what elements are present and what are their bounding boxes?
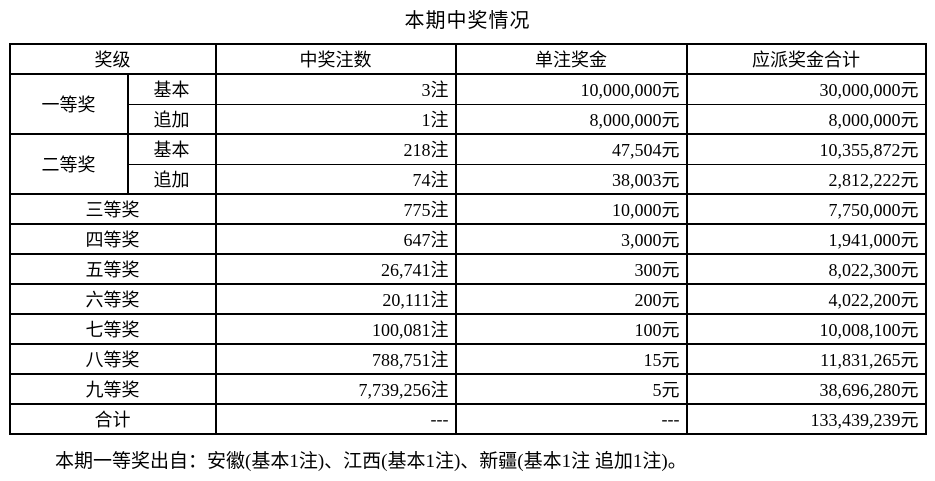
table-header-row: 奖级 中奖注数 单注奖金 应派奖金合计 — [8, 43, 927, 75]
cell-prize-level: 四等奖 — [8, 223, 217, 255]
cell-winning-bets: 218注 — [214, 133, 457, 165]
cell-single-prize: 47,504元 — [454, 133, 688, 165]
table-row-total: 合计 --- --- 133,439,239元 — [8, 403, 927, 435]
table-row: 七等奖 100,081注 100元 10,008,100元 — [8, 313, 927, 345]
table-row: 九等奖 7,739,256注 5元 38,696,280元 — [8, 373, 927, 405]
cell-total-label: 合计 — [8, 403, 217, 435]
cell-total-prize: 4,022,200元 — [685, 283, 927, 315]
cell-prize-level: 五等奖 — [8, 253, 217, 285]
cell-single-prize: 300元 — [454, 253, 688, 285]
table-row: 六等奖 20,111注 200元 4,022,200元 — [8, 283, 927, 315]
cell-total-prize: 11,831,265元 — [685, 343, 927, 375]
cell-prize-level: 七等奖 — [8, 313, 217, 345]
cell-total-prize: 10,008,100元 — [685, 313, 927, 345]
cell-winning-bets: 788,751注 — [214, 343, 457, 375]
cell-single-prize: 10,000,000元 — [454, 73, 688, 105]
cell-total-prize: 30,000,000元 — [685, 73, 927, 105]
cell-total-prize: 2,812,222元 — [685, 163, 927, 195]
cell-prize-level: 二等奖 — [8, 133, 129, 195]
cell-prize-level: 一等奖 — [8, 73, 129, 135]
cell-single-prize: 38,003元 — [454, 163, 688, 195]
cell-winning-bets: 647注 — [214, 223, 457, 255]
cell-single-prize: --- — [454, 403, 688, 435]
table-row: 五等奖 26,741注 300元 8,022,300元 — [8, 253, 927, 285]
cell-single-prize: 10,000元 — [454, 193, 688, 225]
cell-single-prize: 8,000,000元 — [454, 103, 688, 135]
table-row: 四等奖 647注 3,000元 1,941,000元 — [8, 223, 927, 255]
cell-prize-level: 六等奖 — [8, 283, 217, 315]
header-total-prize: 应派奖金合计 — [685, 43, 927, 75]
cell-prize-level: 三等奖 — [8, 193, 217, 225]
first-prize-origin-note: 本期一等奖出自：安徽(基本1注)、江西(基本1注)、新疆(基本1注 追加1注)。 — [55, 451, 687, 472]
cell-sub-type: 追加 — [126, 103, 217, 135]
table-row: 三等奖 775注 10,000元 7,750,000元 — [8, 193, 927, 225]
table-row: 一等奖 基本 3注 10,000,000元 30,000,000元 — [8, 73, 927, 135]
cell-winning-bets: 1注 — [214, 103, 457, 135]
header-winning-bets: 中奖注数 — [214, 43, 457, 75]
header-prize-level: 奖级 — [8, 43, 217, 75]
table-row: 追加 1注 8,000,000元 8,000,000元 — [10, 103, 927, 135]
table-row: 追加 74注 38,003元 2,812,222元 — [10, 163, 927, 195]
cell-total-prize: 10,355,872元 — [685, 133, 927, 165]
cell-winning-bets: 26,741注 — [214, 253, 457, 285]
cell-winning-bets: 74注 — [214, 163, 457, 195]
cell-total-prize: 133,439,239元 — [685, 403, 927, 435]
cell-total-prize: 1,941,000元 — [685, 223, 927, 255]
header-single-prize: 单注奖金 — [454, 43, 688, 75]
cell-prize-level: 八等奖 — [8, 343, 217, 375]
cell-prize-level: 九等奖 — [8, 373, 217, 405]
cell-winning-bets: --- — [214, 403, 457, 435]
cell-winning-bets: 775注 — [214, 193, 457, 225]
cell-sub-type: 追加 — [126, 163, 217, 195]
table-row: 二等奖 基本 218注 47,504元 10,355,872元 — [8, 133, 927, 195]
cell-single-prize: 15元 — [454, 343, 688, 375]
cell-sub-type: 基本 — [126, 73, 217, 105]
cell-total-prize: 8,000,000元 — [685, 103, 927, 135]
cell-total-prize: 7,750,000元 — [685, 193, 927, 225]
cell-sub-type: 基本 — [126, 133, 217, 165]
cell-winning-bets: 100,081注 — [214, 313, 457, 345]
cell-single-prize: 5元 — [454, 373, 688, 405]
cell-winning-bets: 20,111注 — [214, 283, 457, 315]
cell-winning-bets: 3注 — [214, 73, 457, 105]
cell-single-prize: 100元 — [454, 313, 688, 345]
page-title: 本期中奖情况 — [404, 10, 531, 32]
prize-table: 奖级 中奖注数 单注奖金 应派奖金合计 一等奖 基本 3注 10,000,000… — [8, 43, 927, 435]
cell-single-prize: 200元 — [454, 283, 688, 315]
table-row: 八等奖 788,751注 15元 11,831,265元 — [8, 343, 927, 375]
cell-total-prize: 38,696,280元 — [685, 373, 927, 405]
cell-single-prize: 3,000元 — [454, 223, 688, 255]
cell-total-prize: 8,022,300元 — [685, 253, 927, 285]
cell-winning-bets: 7,739,256注 — [214, 373, 457, 405]
